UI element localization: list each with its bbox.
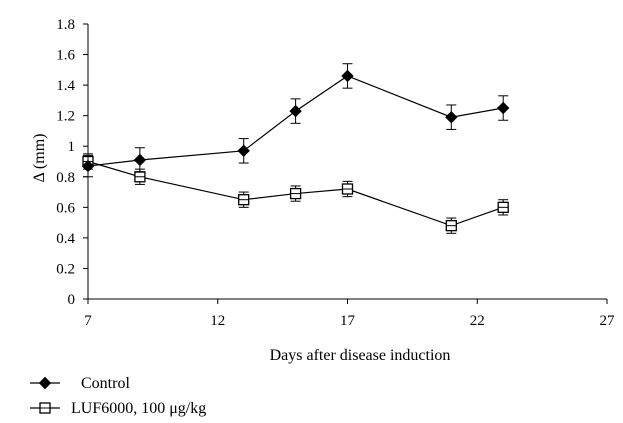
data-point [237,144,250,158]
data-point [341,69,354,83]
x-tick-label: 17 [340,313,356,329]
legend: Control LUF6000, 100 μg/kg [30,375,206,417]
y-tick-label: 0 [68,292,76,308]
data-point [133,153,147,167]
series-control [81,63,510,178]
legend-item-luf6000: LUF6000, 100 μg/kg [30,400,206,417]
x-tick-label: 27 [600,313,616,329]
legend-label: Control [81,375,130,392]
series-layer [81,63,510,234]
legend-marker [38,376,52,390]
y-tick-label: 0.4 [56,231,75,247]
legend-label: LUF6000, 100 μg/kg [71,400,206,417]
y-tick-label: 1.8 [56,17,75,33]
y-tick-label: 0.2 [56,261,75,277]
y-tick-label: 1.4 [56,78,75,94]
data-point [496,101,510,115]
y-tick-label: 0.6 [56,200,75,216]
y-axis-label: Δ (mm) [31,134,48,183]
x-axis-label: Days after disease induction [270,347,451,364]
y-tick-label: 1.2 [56,109,75,125]
x-tick-label: 22 [470,313,485,329]
y-tick-label: 1.6 [56,48,75,64]
data-point [289,104,302,118]
axes: 0 0.2 0.4 0.6 0.8 1 1.2 1.4 1.6 1.8 7 12 17 22 27 [56,17,615,329]
x-tick-label: 7 [84,313,92,329]
data-point [445,110,458,124]
series-luf6000 [82,153,509,234]
y-tick-label: 0.8 [56,170,75,186]
legend-item-control: Control [30,375,130,392]
y-tick-label: 1 [68,139,76,155]
x-tick-label: 12 [210,313,225,329]
data-point [81,159,95,173]
